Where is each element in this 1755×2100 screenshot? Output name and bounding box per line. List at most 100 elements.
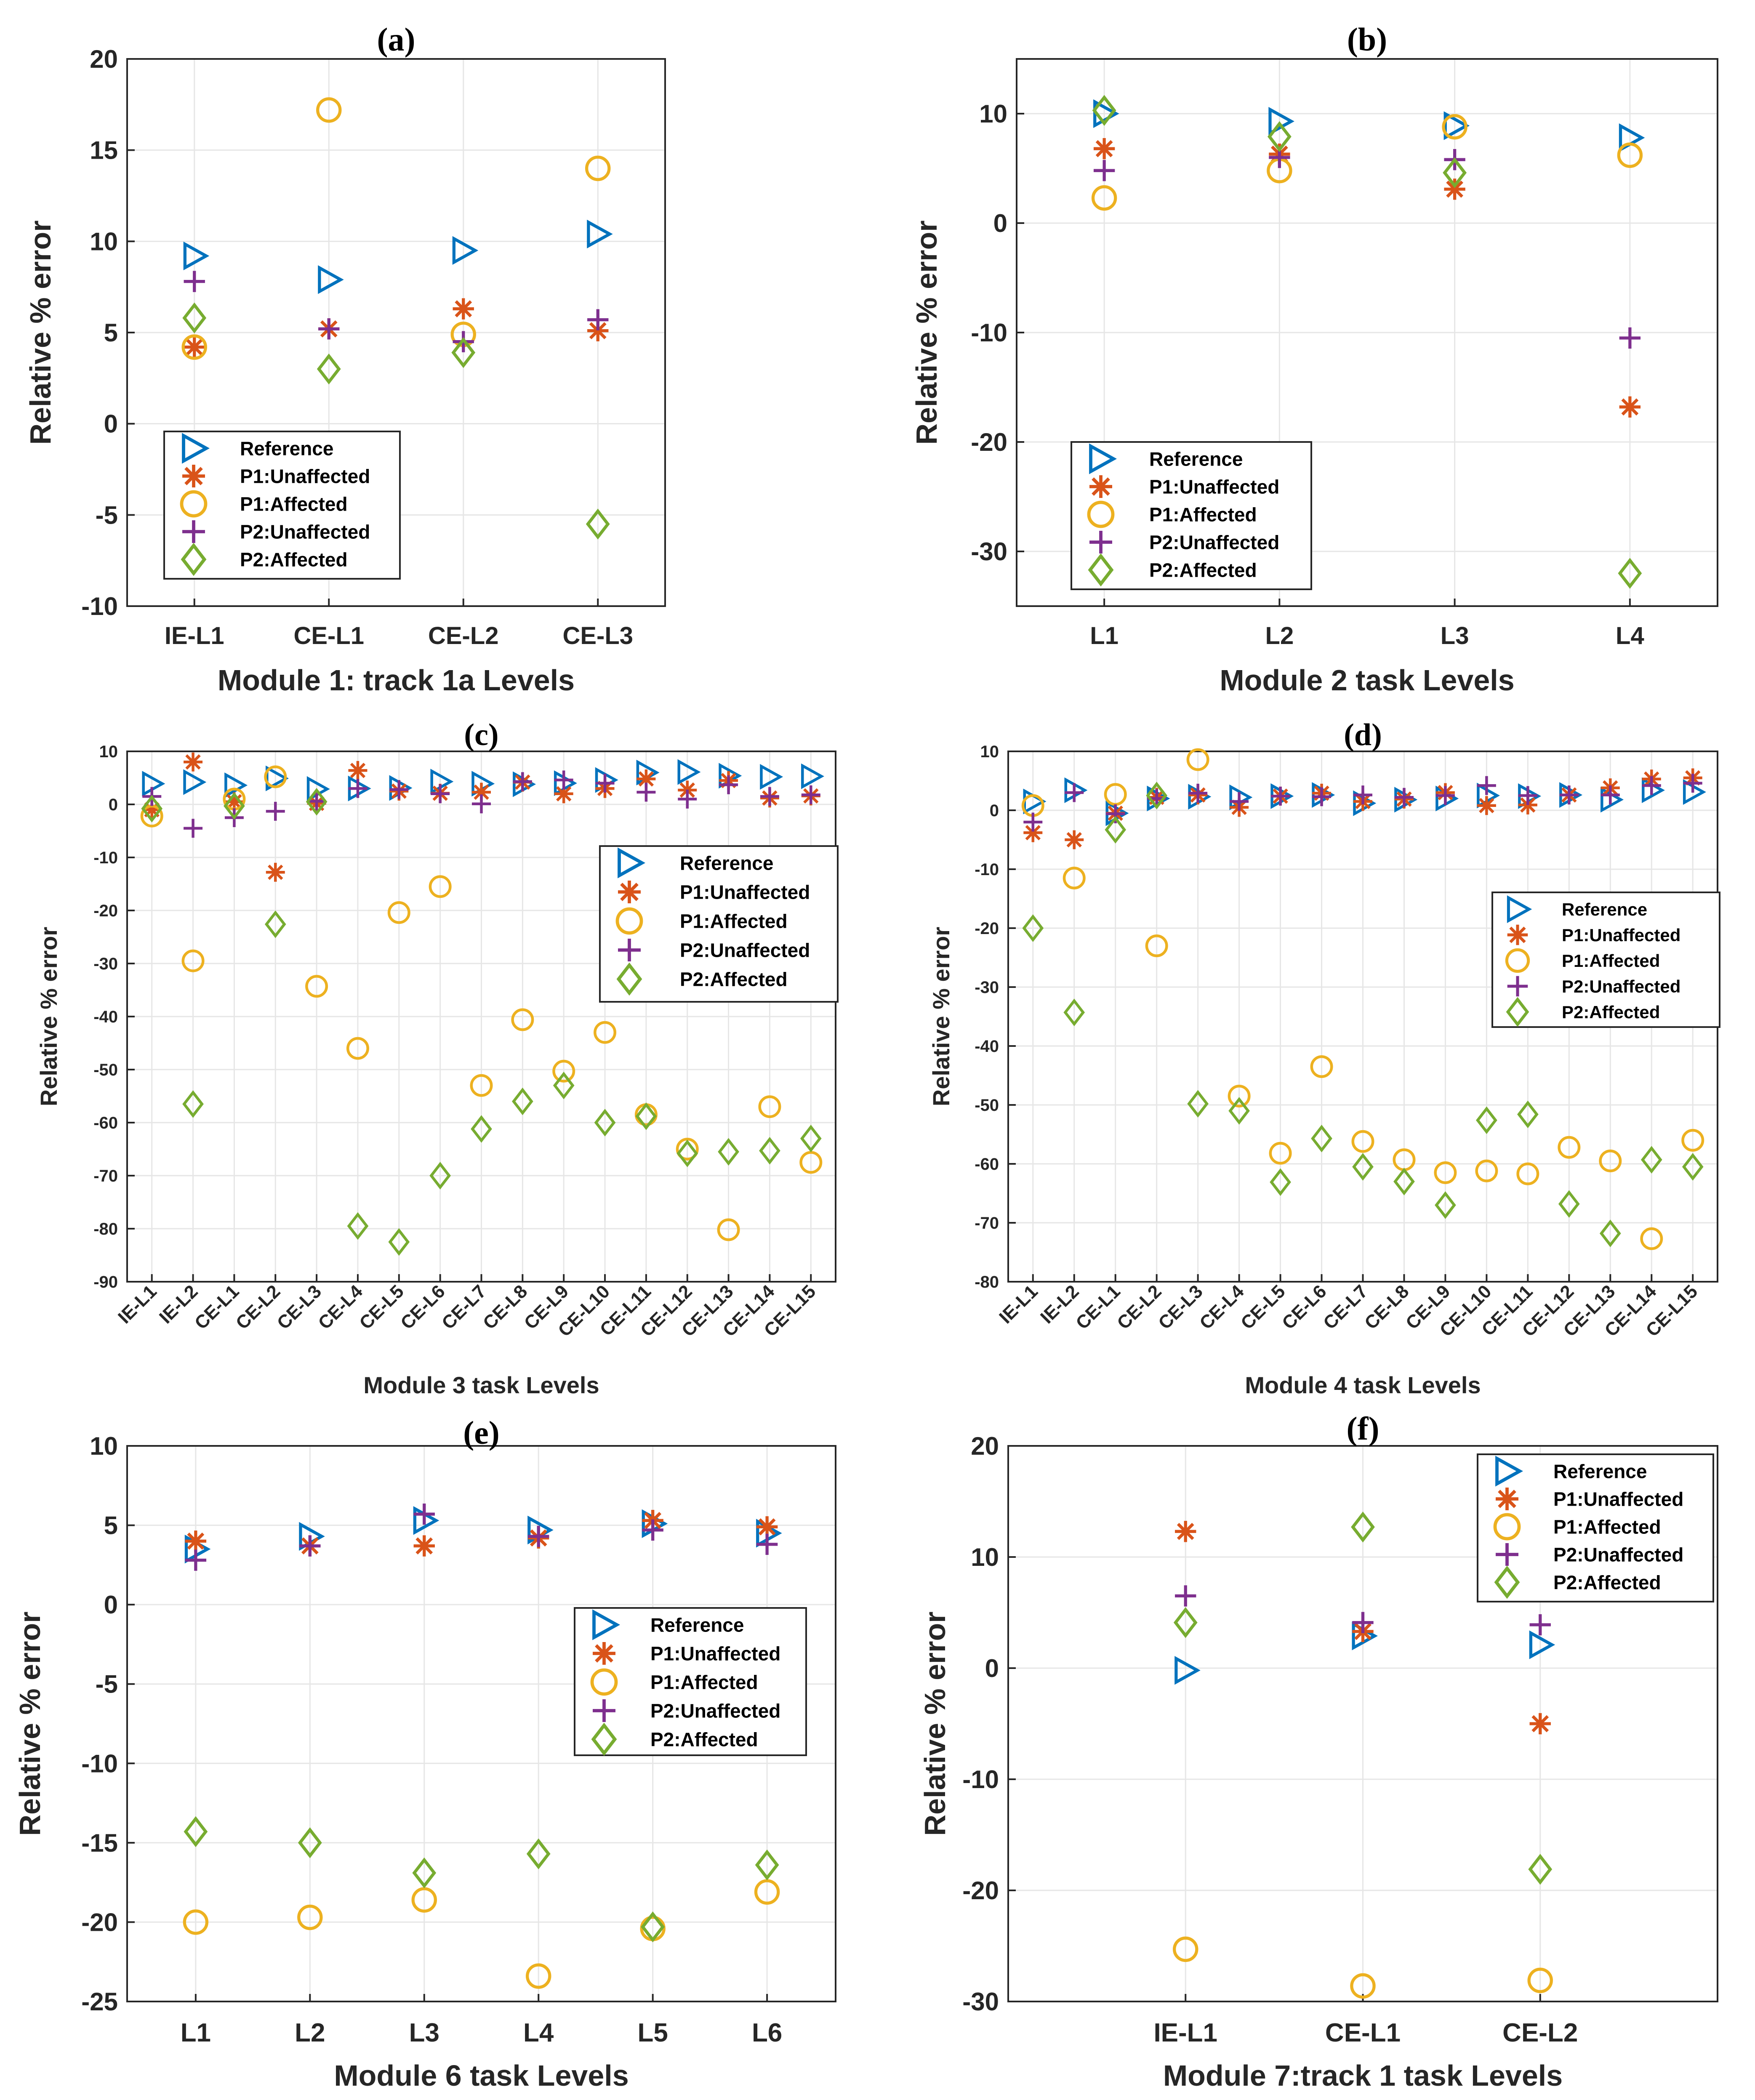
panel-b-legend: Reference P1:Unaffected P1:Affected P2:Unaf… [1071, 441, 1312, 590]
panel-d-ytick-label: -50 [975, 1096, 999, 1115]
panel-f-series-p1-affected [1173, 1936, 1553, 1999]
panel-c-point-p2-unaffected [636, 783, 656, 802]
panel-e-point-p2-unaffected [642, 1519, 663, 1541]
panel-a-xtick-label: CE-L1 [293, 622, 364, 649]
panel-b-ytick-label: -20 [971, 428, 1007, 456]
panel-d-legend-marker-p2-affected [1506, 997, 1529, 1027]
panel-f-ytick-label: -30 [962, 1988, 999, 2016]
panel-d-xtick-label: CE-L4 [1196, 1281, 1248, 1333]
panel-f-point-p2-unaffected [1352, 1612, 1374, 1633]
panel-d-legend-box [1491, 892, 1720, 1028]
panel-b-legend-marker-reference [1089, 443, 1117, 474]
panel-d-point-p2-unaffected [1601, 785, 1620, 805]
panel-d-legend-label: P1:Affected [1562, 951, 1660, 971]
panel-f-point-p1-unaffected [1529, 1713, 1551, 1735]
panel-c-legend: Reference P1:Unaffected P1:Affected P2:Unaf… [599, 845, 839, 1003]
panel-c-point-p2-unaffected [595, 774, 615, 793]
panel-c-point-p1-affected [717, 1218, 740, 1241]
panel-d-legend-marker-p1-unaffected [1507, 924, 1528, 945]
panel-d-legend-label: Reference [1562, 900, 1647, 919]
panel-c-point-reference [224, 772, 248, 798]
panel-c-point-reference [677, 759, 701, 785]
panel-d-point-p1-affected [1681, 1129, 1704, 1152]
panel-c-point-p1-affected [552, 1059, 575, 1083]
panel-f-legend-label: P2:Affected [1553, 1572, 1661, 1594]
panel-e-ytick-label: 10 [90, 1432, 118, 1460]
panel-c-point-p2-unaffected [719, 775, 738, 794]
panel-c-ytick-label: 10 [99, 743, 118, 761]
panel-b-xtick-label: L2 [1265, 622, 1294, 649]
panel-e-x-axis-label: Module 6 task Levels [334, 2059, 628, 2092]
panel-a-ytick-label: 5 [104, 319, 118, 347]
panel-d-xtick-label: CE-L5 [1237, 1281, 1289, 1333]
panel-a-series-p2-affected [182, 302, 610, 540]
panel-f-legend-marker-reference [1495, 1456, 1523, 1487]
panel-b-xtick-label: L4 [1616, 622, 1644, 649]
panel-e-xtick-label: L5 [637, 2018, 668, 2047]
panel-c-point-p1-affected [799, 1151, 823, 1174]
panel-a-ytick-label: -10 [81, 592, 118, 620]
panel-f: 20 10 0 -10 -20 -30 IE-L1 CE-L1 CE-L2 Module 7:tr… [919, 1410, 1718, 2092]
panel-b-x-axis-label: Module 2 task Levels [1220, 664, 1514, 697]
panel-b-y-axis-label: Relative % error [910, 220, 943, 444]
panel-c-point-p2-affected [759, 1137, 780, 1165]
panel-d-point-p2-affected [1105, 816, 1127, 844]
panel-d-xtick-label: CE-L7 [1319, 1281, 1372, 1333]
panel-d-xtick-label: CE-L8 [1361, 1281, 1413, 1333]
panel-c-point-p1-affected [429, 875, 452, 898]
panel-c-point-p1-unaffected [636, 769, 656, 789]
panel-d-point-p2-affected [1352, 1153, 1374, 1181]
panel-c-xtick-label: CE-L4 [314, 1281, 367, 1333]
panel-b-point-p1-unaffected [1444, 178, 1465, 200]
panel-d-point-p1-affected [1228, 1085, 1251, 1107]
panel-d-legend-label: P2:Affected [1562, 1002, 1660, 1022]
panel-d-series-p2-affected [1022, 782, 1704, 1248]
panel-a-legend-label: P1:Affected [240, 493, 348, 515]
panel-c-point-p2-unaffected [801, 785, 820, 804]
panel-c-point-p2-affected [429, 1162, 451, 1190]
panel-c-point-reference [183, 769, 207, 795]
panel-e-ytick-label: -15 [81, 1829, 118, 1857]
panel-f-legend-label: P1:Unaffected [1553, 1488, 1683, 1510]
panel-c-point-p2-affected [553, 1071, 575, 1099]
panel-c-ytick-label: -20 [93, 902, 118, 920]
panel-d-point-p2-unaffected [1271, 786, 1290, 806]
panel-c-point-reference [760, 764, 783, 790]
panel-c-point-p2-affected [676, 1139, 698, 1167]
panel-c-point-p2-affected [388, 1228, 410, 1256]
panel-d-ytick-label: 0 [990, 801, 999, 820]
panel-d-ytick-label: -30 [975, 978, 999, 997]
panel-d-point-p1-affected [1186, 748, 1209, 771]
panel-e-point-p2-affected [755, 1849, 779, 1881]
panel-c: 100-10-20-30-40-50-60-70-80-90IE-L1IE-L2… [35, 718, 839, 1398]
panel-b-xtick-label: L3 [1441, 622, 1469, 649]
panel-b-legend-label: P1:Affected [1149, 504, 1257, 526]
panel-d-point-p1-affected [1269, 1142, 1292, 1165]
panel-f-legend-marker-p1-affected [1493, 1513, 1521, 1541]
panel-a-ytick-label: -5 [96, 501, 118, 529]
panel-c-point-p1-unaffected [472, 783, 491, 802]
panel-d-point-p2-unaffected [1683, 774, 1702, 793]
panel-e-xtick-label: L6 [752, 2018, 782, 2047]
panel-c-point-p1-unaffected [266, 862, 285, 882]
panel-c-point-p1-affected [305, 975, 328, 998]
panel-c-y-axis-label: Relative % error [35, 927, 62, 1106]
panel-f-point-p2-unaffected [1529, 1614, 1551, 1636]
panel-d-ytick-label: -80 [975, 1273, 999, 1291]
panel-f-point-p2-affected [1351, 1511, 1375, 1543]
panel-a-y-axis-label: Relative % error [24, 220, 57, 444]
panel-e-legend-marker-p1-unaffected [593, 1642, 615, 1665]
panel-a-legend-marker-reference [182, 433, 210, 464]
panel-c-ytick-label: -70 [93, 1167, 118, 1185]
panel-c-point-p2-affected [264, 910, 286, 938]
panel-c-ytick-label: -80 [93, 1220, 118, 1238]
panel-d-point-p2-unaffected [1065, 783, 1084, 802]
panel-e-xtick-label: L2 [295, 2018, 325, 2047]
panel-a-legend-marker-p2-unaffected [182, 520, 205, 543]
panel-e-legend-label: P2:Affected [650, 1729, 758, 1751]
panel-b-legend-marker-p2-affected [1088, 553, 1114, 587]
panel-b-point-p2-affected [1092, 95, 1116, 126]
panel-a-ytick-label: 10 [90, 227, 118, 256]
panel-e-legend-label: P2:Unaffected [650, 1700, 780, 1722]
panel-b-legend-label: P1:Unaffected [1149, 476, 1279, 498]
